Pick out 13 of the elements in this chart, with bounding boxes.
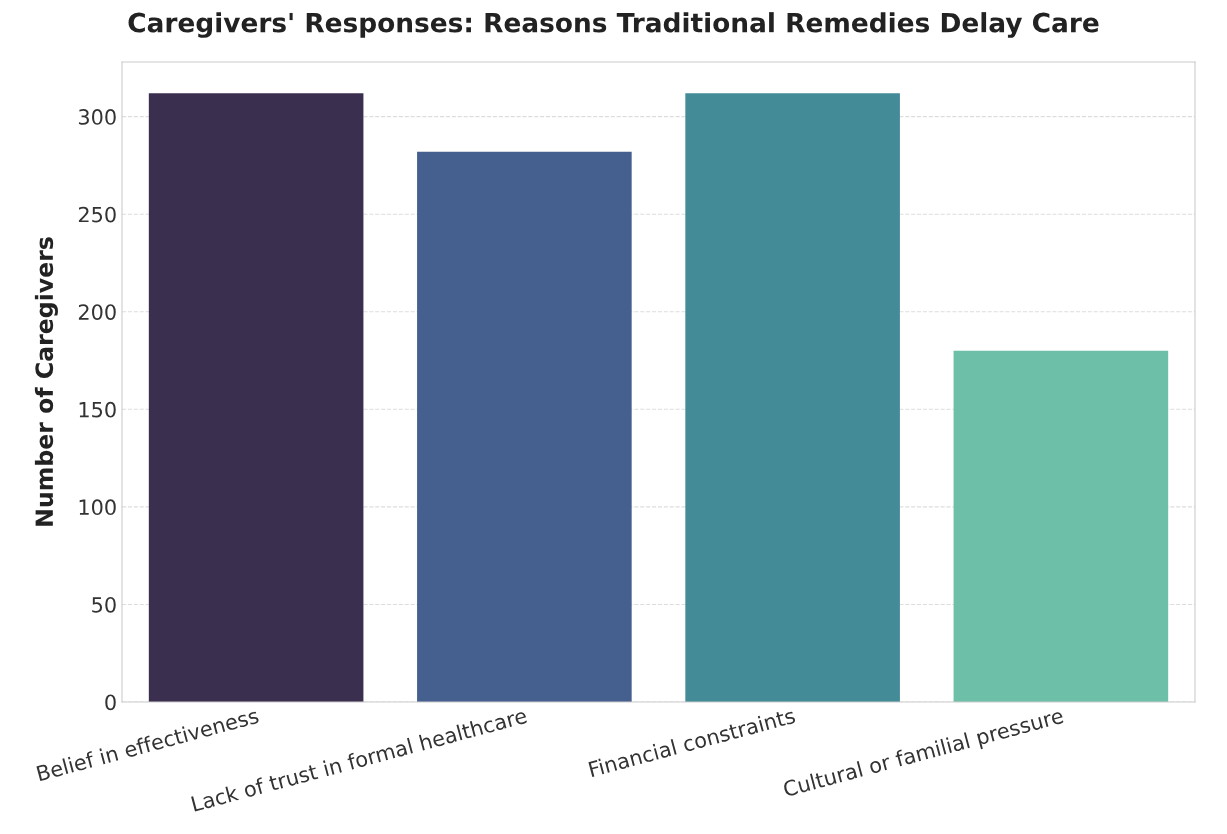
y-axis-title: Number of Caregivers — [34, 237, 58, 526]
y-tick-label: 200 — [78, 304, 116, 320]
y-tick-label: 0 — [105, 694, 116, 711]
y-tick-label: 50 — [92, 596, 116, 613]
y-tick-label: 100 — [79, 499, 116, 516]
bar — [148, 93, 364, 702]
bar — [953, 350, 1169, 702]
y-tick-label: 300 — [78, 109, 116, 125]
bar — [685, 93, 900, 702]
y-tick-label: 150 — [79, 401, 116, 418]
bar — [417, 151, 632, 702]
chart-title: Caregivers' Responses: Reasons Traditional Remedies Delay Care — [128, 12, 1099, 38]
y-tick-label: 250 — [78, 206, 116, 223]
